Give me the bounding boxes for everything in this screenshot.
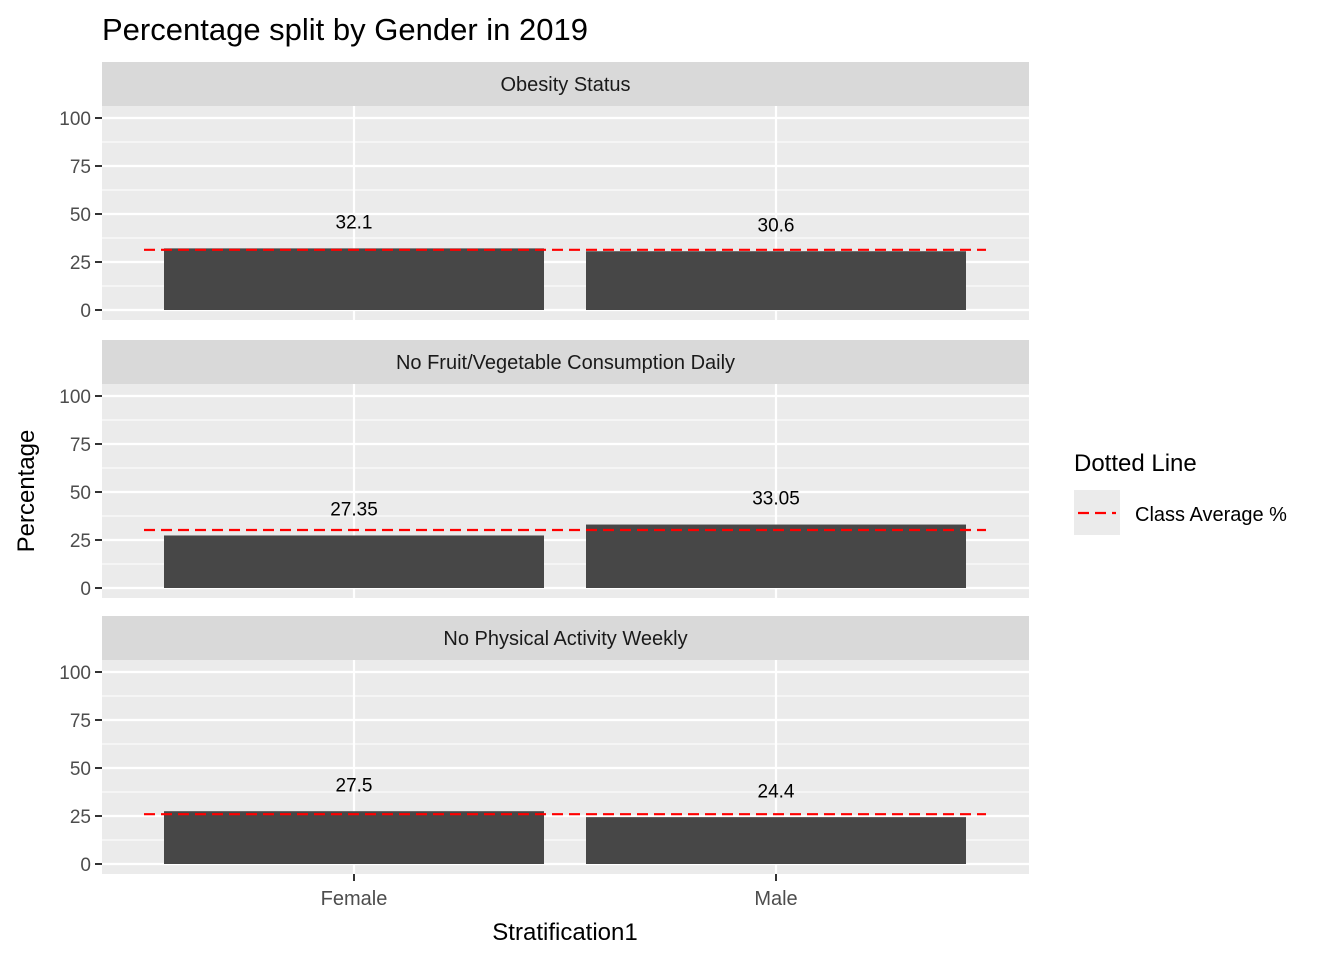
y-tick-label: 25	[70, 253, 91, 274]
bar	[164, 248, 544, 310]
y-tick-label: 75	[70, 711, 91, 732]
bar	[164, 535, 544, 588]
bar-value-label: 32.1	[336, 212, 373, 233]
facet-strip-label: No Fruit/Vegetable Consumption Daily	[396, 352, 735, 374]
bar	[586, 524, 966, 588]
facet-strip-label: Obesity Status	[500, 74, 630, 96]
legend: Dotted Line Class Average %	[1074, 450, 1287, 535]
y-tick-label: 100	[59, 663, 91, 684]
bar-value-label: 27.35	[330, 500, 378, 521]
y-tick-label: 75	[70, 435, 91, 456]
bar	[586, 251, 966, 310]
facet-panels: Obesity Status 0 25 50 75 100 32.1 30.6 No Fruit…	[59, 62, 1029, 910]
facet-strip	[102, 340, 1029, 384]
y-tick-label: 75	[70, 157, 91, 178]
facet-strip	[102, 616, 1029, 660]
x-tick-label: Female	[321, 888, 388, 910]
y-tick-label: 50	[70, 483, 91, 504]
y-tick-label: 50	[70, 205, 91, 226]
y-tick-label: 50	[70, 759, 91, 780]
y-tick-label: 0	[80, 855, 91, 876]
facet-strip	[102, 62, 1029, 106]
y-tick-label: 0	[80, 579, 91, 600]
bar-value-label: 24.4	[758, 781, 795, 802]
bar-value-label: 33.05	[752, 489, 800, 510]
y-tick-label: 100	[59, 387, 91, 408]
y-tick-label: 25	[70, 807, 91, 828]
bar	[586, 817, 966, 864]
chart-title: Percentage split by Gender in 2019	[102, 12, 588, 47]
legend-entry-label: Class Average %	[1135, 504, 1287, 526]
bar-value-label: 27.5	[336, 775, 373, 796]
y-tick-label: 25	[70, 531, 91, 552]
y-tick-label: 100	[59, 109, 91, 130]
facet-strip-label: No Physical Activity Weekly	[443, 628, 687, 650]
y-axis-label: Percentage	[13, 430, 40, 553]
bar-value-label: 30.6	[758, 215, 795, 236]
x-axis-label: Stratification1	[492, 919, 637, 946]
x-tick-label: Male	[754, 888, 797, 910]
legend-title: Dotted Line	[1074, 450, 1197, 477]
y-tick-label: 0	[80, 301, 91, 322]
bar	[164, 811, 544, 864]
